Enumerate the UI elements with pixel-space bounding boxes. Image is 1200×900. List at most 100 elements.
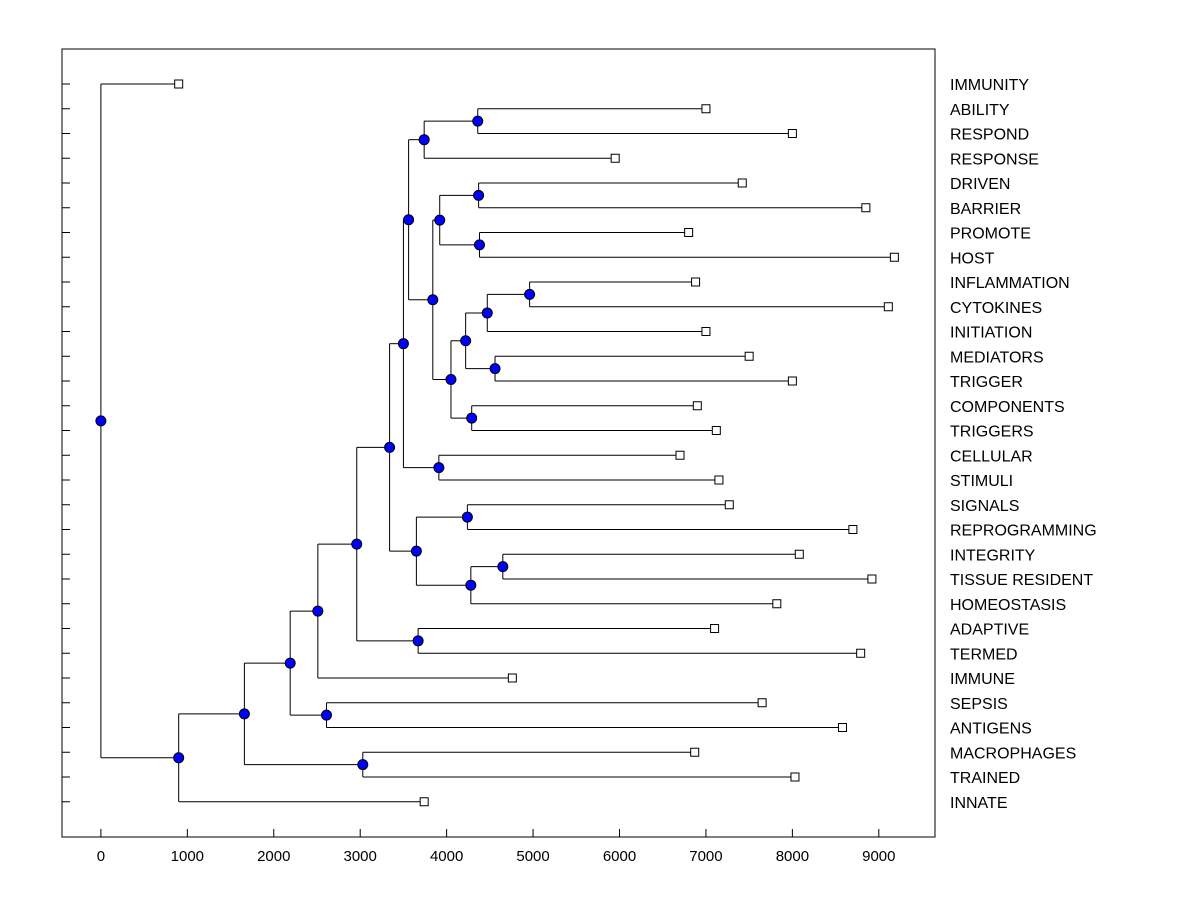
merge-node-n12 [427, 294, 439, 306]
leaf-label-respond: RESPOND [950, 127, 1029, 144]
leaf-marker-immune [507, 673, 517, 683]
leaf-marker-antigens [838, 723, 848, 732]
leaf-label-cellular: CELLULAR [950, 448, 1033, 465]
merge-node-n24 [320, 709, 332, 721]
merge-node-n23 [312, 605, 324, 617]
x-tick-label-5000: 5000 [516, 848, 549, 865]
leaf-marker-respond [787, 129, 797, 138]
leaf-labels: IMMUNITY ABILITY RESPOND RESPONSE DRIVEN BARR… [950, 77, 1097, 812]
leaf-label-response: RESPONSE [950, 151, 1039, 168]
leaf-label-termed: TERMED [950, 646, 1018, 663]
merge-node-n10 [466, 412, 478, 424]
merge-node-n29 [95, 415, 107, 427]
x-tick-label-2000: 2000 [257, 848, 290, 865]
leaf-label-stimuli: STIMULI [950, 473, 1013, 490]
merge-node-n20 [384, 441, 396, 453]
x-tick-label-6000: 6000 [603, 848, 636, 865]
merge-node-n18 [465, 579, 477, 591]
leaf-label-barrier: BARRIER [950, 201, 1021, 218]
leaf-label-adaptive: ADAPTIVE [950, 622, 1029, 639]
leaf-label-immunity: IMMUNITY [950, 77, 1029, 94]
merge-node-n11 [445, 373, 457, 385]
merge-node-n5 [434, 214, 446, 226]
leaf-marker-cellular [675, 450, 685, 460]
leaf-label-sepsis: SEPSIS [950, 696, 1008, 713]
merge-node-n22 [351, 538, 363, 550]
merge-node-n7 [481, 307, 493, 319]
leaf-label-reprogramming: REPROGRAMMING [950, 523, 1097, 540]
leaf-label-initiation: INITIATION [950, 325, 1032, 342]
leaf-marker-immunity [174, 79, 184, 89]
leaf-label-inflammation: INFLAMMATION [950, 275, 1070, 292]
merge-node-n16 [461, 511, 473, 523]
merge-node-n17 [497, 561, 509, 573]
leaf-marker-triggers [711, 426, 721, 435]
leaf-marker-cytokines [883, 302, 893, 312]
plot-frame [61, 48, 936, 838]
x-tick-label-9000: 9000 [862, 848, 895, 865]
leaf-label-signals: SIGNALS [950, 498, 1019, 515]
leaf-marker-host [889, 252, 899, 262]
x-tick-label-8000: 8000 [776, 848, 809, 865]
leaf-marker-promote [684, 228, 694, 237]
x-tick-label-0: 0 [97, 848, 105, 865]
x-tick-label-4000: 4000 [430, 848, 463, 865]
x-tick-label-3000: 3000 [344, 848, 377, 865]
merge-node-n9 [460, 335, 472, 347]
leaf-label-driven: DRIVEN [950, 176, 1010, 193]
leaf-marker-macrophages [690, 747, 700, 757]
leaf-marker-sepsis [757, 698, 767, 708]
leaf-label-macrophages: MACROPHAGES [950, 745, 1076, 762]
leaf-marker-inflammation [691, 277, 701, 287]
merge-node-n27 [238, 708, 250, 720]
leaf-marker-reprogramming [848, 525, 858, 534]
leaf-marker-stimuli [714, 475, 724, 485]
leaf-marker-mediators [744, 351, 754, 361]
leaf-marker-trigger [787, 376, 797, 386]
leaf-marker-integrity [794, 549, 804, 559]
merge-node-n26 [357, 759, 369, 771]
leaf-marker-termed [856, 648, 866, 658]
leaf-marker-barrier [861, 203, 871, 213]
merge-node-n25 [284, 657, 296, 669]
leaf-label-promote: PROMOTE [950, 226, 1031, 243]
leaf-label-immune: IMMUNE [950, 671, 1015, 688]
leaf-marker-trained [790, 772, 800, 782]
leaf-label-innate: INNATE [950, 795, 1007, 812]
x-tick-label-1000: 1000 [171, 848, 204, 865]
merge-node-n3 [473, 189, 485, 201]
leaf-label-host: HOST [950, 250, 995, 267]
merge-node-n14 [433, 462, 445, 474]
tree-links [100, 83, 895, 803]
leaf-label-trigger: TRIGGER [950, 374, 1023, 391]
leaf-marker-signals [724, 500, 734, 510]
merge-node-n15 [397, 338, 409, 350]
leaf-label-antigens: ANTIGENS [950, 721, 1032, 738]
leaf-marker-innate [419, 797, 429, 807]
leaf-label-mediators: MEDIATORS [950, 349, 1044, 366]
merge-node-n6 [524, 288, 536, 300]
leaf-label-cytokines: CYTOKINES [950, 300, 1042, 317]
leaf-label-homeostasis: HOMEOSTASIS [950, 597, 1066, 614]
merge-node-n1 [472, 115, 484, 127]
leaf-marker-tissue-resident [867, 574, 877, 584]
merge-node-n21 [412, 635, 424, 647]
leaf-label-trained: TRAINED [950, 770, 1020, 787]
leaf-label-integrity: INTEGRITY [950, 547, 1036, 564]
merge-node-n13 [403, 214, 415, 226]
merge-node-n19 [410, 545, 422, 557]
leaf-label-components: COMPONENTS [950, 399, 1065, 416]
merge-node-n8 [489, 363, 501, 375]
merge-nodes [95, 115, 536, 771]
leaf-label-triggers: TRIGGERS [950, 424, 1034, 441]
leaf-marker-homeostasis [772, 599, 782, 609]
leaf-markers [174, 79, 899, 807]
leaf-marker-initiation [701, 327, 711, 336]
merge-node-n2 [418, 134, 430, 146]
leaf-label-ability: ABILITY [950, 102, 1010, 119]
merge-node-n4 [473, 239, 485, 251]
leaf-marker-ability [701, 104, 711, 114]
x-tick-label-7000: 7000 [689, 848, 722, 865]
leaf-marker-driven [737, 178, 747, 188]
